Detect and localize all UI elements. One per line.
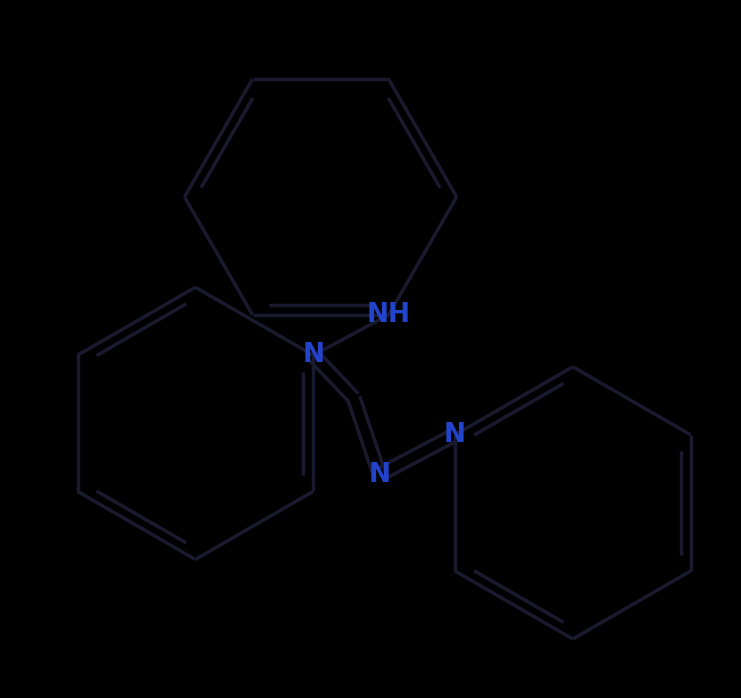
Text: N: N [368,461,391,488]
Text: N: N [444,422,466,448]
Text: NH: NH [367,302,411,328]
Text: N: N [302,342,325,369]
